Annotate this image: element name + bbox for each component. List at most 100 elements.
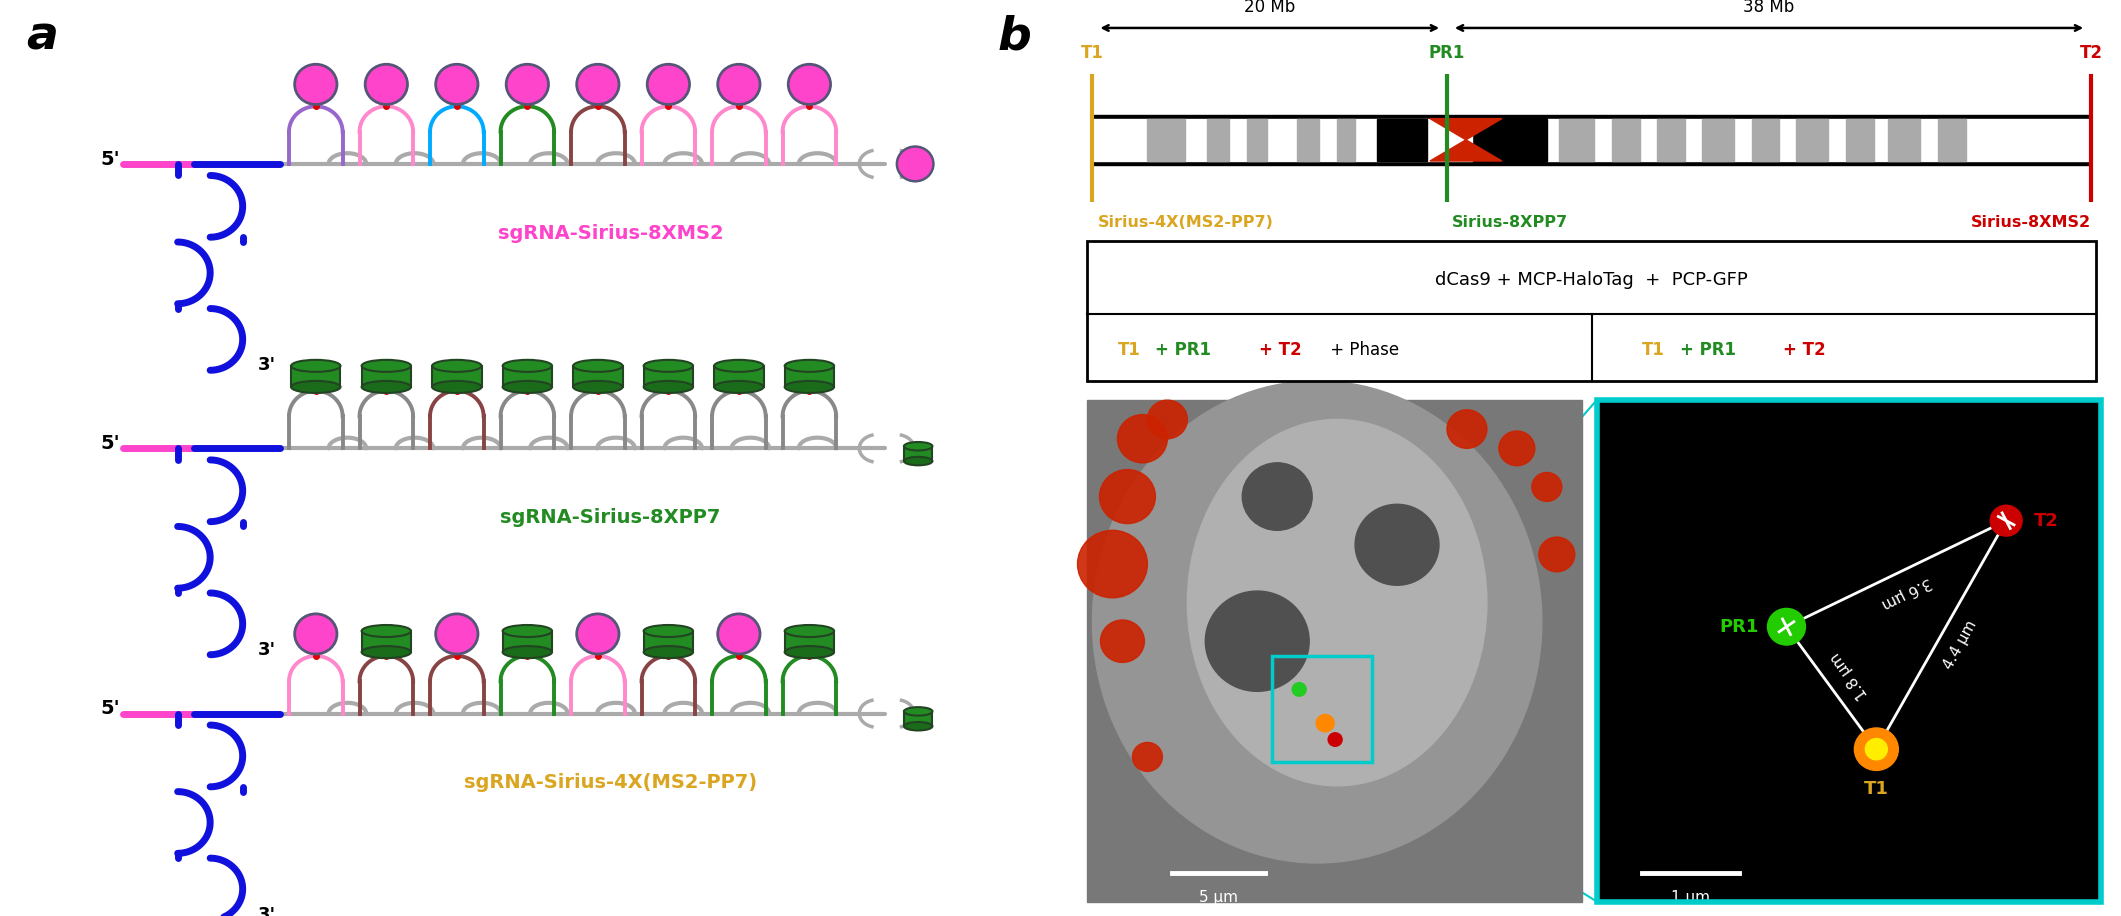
- Circle shape: [577, 64, 619, 104]
- Circle shape: [1292, 682, 1307, 696]
- Circle shape: [1447, 409, 1487, 448]
- Text: T2: T2: [2034, 512, 2059, 529]
- Bar: [573, 365, 624, 387]
- Ellipse shape: [904, 442, 933, 451]
- Circle shape: [717, 64, 759, 104]
- Bar: [643, 365, 694, 387]
- Text: sgRNA-Sirius-8XPP7: sgRNA-Sirius-8XPP7: [501, 508, 721, 528]
- Text: T1: T1: [1082, 44, 1103, 61]
- Ellipse shape: [785, 625, 834, 637]
- Bar: [1092, 114, 2091, 165]
- Text: 4.4 μm: 4.4 μm: [1941, 618, 1981, 672]
- Text: 3': 3': [259, 906, 276, 916]
- Text: dCas9 + MCP-HaloTag  +  PCP-GFP: dCas9 + MCP-HaloTag + PCP-GFP: [1436, 271, 1748, 289]
- Circle shape: [435, 614, 477, 654]
- Text: T2: T2: [2079, 44, 2102, 61]
- Circle shape: [1767, 608, 1805, 645]
- Text: PR1: PR1: [1720, 617, 1758, 636]
- Ellipse shape: [1188, 420, 1487, 786]
- Bar: [1273, 656, 1372, 762]
- Circle shape: [295, 64, 337, 104]
- Circle shape: [1243, 463, 1313, 530]
- Ellipse shape: [291, 381, 341, 393]
- Text: 1 μm: 1 μm: [1671, 890, 1710, 905]
- Bar: [1298, 118, 1319, 161]
- Polygon shape: [1430, 140, 1502, 161]
- Ellipse shape: [573, 360, 624, 372]
- Bar: [1336, 118, 1355, 161]
- Ellipse shape: [715, 381, 764, 393]
- Circle shape: [1355, 505, 1438, 585]
- Ellipse shape: [503, 646, 551, 658]
- Circle shape: [1317, 714, 1334, 732]
- Bar: [1092, 118, 1472, 161]
- Text: 5 μm: 5 μm: [1198, 890, 1239, 905]
- Bar: [785, 365, 834, 387]
- Ellipse shape: [433, 360, 481, 372]
- Text: Sirius-4X(MS2-PP7): Sirius-4X(MS2-PP7): [1097, 215, 1273, 230]
- Text: 3': 3': [259, 356, 276, 375]
- Circle shape: [1500, 431, 1536, 465]
- Bar: [904, 446, 933, 461]
- Ellipse shape: [503, 381, 551, 393]
- Circle shape: [577, 614, 619, 654]
- Text: + PR1: + PR1: [1680, 341, 1741, 359]
- Bar: [1546, 118, 2091, 161]
- Circle shape: [717, 614, 759, 654]
- Text: T1: T1: [1642, 341, 1665, 359]
- Bar: [785, 631, 834, 652]
- Text: 3': 3': [259, 641, 276, 659]
- Ellipse shape: [785, 646, 834, 658]
- Text: + PR1: + PR1: [1156, 341, 1217, 359]
- Ellipse shape: [1092, 381, 1542, 863]
- Circle shape: [1077, 530, 1147, 598]
- Circle shape: [507, 64, 549, 104]
- Ellipse shape: [363, 360, 411, 372]
- Bar: [1597, 400, 2102, 901]
- Ellipse shape: [785, 360, 834, 372]
- Circle shape: [1989, 506, 2021, 536]
- Bar: [1888, 118, 1920, 161]
- Text: 5': 5': [100, 149, 119, 169]
- Circle shape: [1540, 537, 1574, 572]
- Bar: [1559, 118, 1593, 161]
- Bar: [715, 365, 764, 387]
- Circle shape: [1864, 738, 1888, 759]
- Bar: [1088, 400, 1582, 901]
- Text: sgRNA-Sirius-8XMS2: sgRNA-Sirius-8XMS2: [498, 224, 723, 243]
- Text: + Phase: + Phase: [1326, 341, 1400, 359]
- Bar: [503, 631, 551, 652]
- Ellipse shape: [904, 722, 933, 730]
- Ellipse shape: [785, 381, 834, 393]
- Bar: [1752, 118, 1780, 161]
- Circle shape: [1854, 728, 1898, 770]
- Bar: [1612, 118, 1640, 161]
- Circle shape: [1328, 733, 1343, 747]
- Bar: [503, 365, 551, 387]
- Text: 3.6 μm: 3.6 μm: [1879, 574, 1934, 611]
- Ellipse shape: [433, 381, 481, 393]
- Bar: [291, 365, 341, 387]
- Text: T1: T1: [1118, 341, 1141, 359]
- Bar: [433, 365, 481, 387]
- Ellipse shape: [503, 625, 551, 637]
- Bar: [1657, 118, 1684, 161]
- Text: + T2: + T2: [1260, 341, 1302, 359]
- Circle shape: [1133, 743, 1162, 771]
- Circle shape: [365, 64, 407, 104]
- Bar: [363, 365, 411, 387]
- Text: + T2: + T2: [1784, 341, 1826, 359]
- Text: Sirius-8XMS2: Sirius-8XMS2: [1970, 215, 2091, 230]
- Bar: [1502, 118, 1546, 161]
- Text: sgRNA-Sirius-4X(MS2-PP7): sgRNA-Sirius-4X(MS2-PP7): [464, 773, 757, 792]
- Text: 38 Mb: 38 Mb: [1743, 0, 1794, 16]
- Ellipse shape: [363, 646, 411, 658]
- Bar: [363, 631, 411, 652]
- Ellipse shape: [643, 381, 694, 393]
- Ellipse shape: [904, 707, 933, 715]
- Circle shape: [1147, 400, 1188, 439]
- Bar: [1847, 118, 1875, 161]
- Polygon shape: [1430, 118, 1502, 140]
- Text: b: b: [997, 15, 1031, 60]
- Circle shape: [1531, 473, 1561, 501]
